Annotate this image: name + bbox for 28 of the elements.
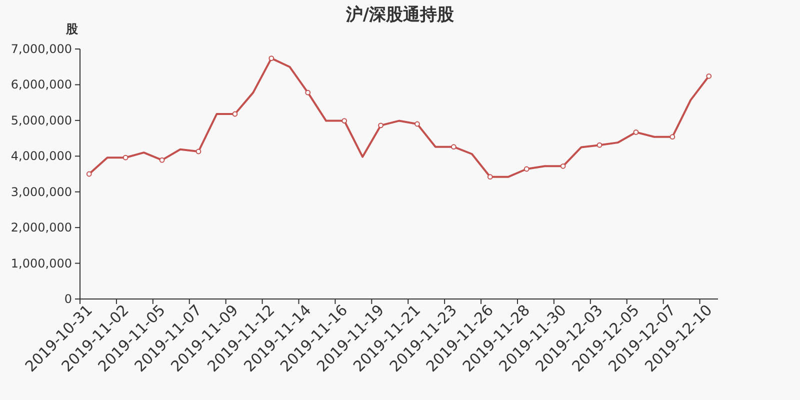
- point: [414, 121, 420, 127]
- point: [305, 90, 311, 96]
- point: [232, 111, 238, 117]
- point: [378, 122, 384, 128]
- y-tick-label: 4,000,000: [10, 149, 72, 164]
- point: [159, 157, 165, 163]
- y-tick-label: 0: [64, 292, 72, 306]
- point: [268, 56, 274, 61]
- point: [450, 144, 456, 150]
- y-tick-label: 5,000,000: [10, 113, 72, 128]
- point: [706, 73, 712, 79]
- point: [86, 171, 92, 177]
- point: [342, 118, 348, 124]
- y-tick-label: 3,000,000: [10, 184, 72, 199]
- point: [596, 142, 602, 148]
- point: [560, 163, 566, 169]
- y-tick-label: 7,000,000: [10, 42, 72, 56]
- point: [487, 174, 493, 180]
- chart-title: 沪/深股通持股: [344, 5, 456, 25]
- y-tick-label: 2,000,000: [10, 220, 72, 235]
- point: [196, 148, 202, 154]
- y-axis-title: 股: [65, 22, 79, 36]
- point: [122, 154, 128, 160]
- y-tick-label: 6,000,000: [10, 78, 72, 92]
- point: [524, 166, 530, 172]
- point: [633, 130, 639, 135]
- point: [670, 134, 676, 140]
- y-tick-label: 1,000,000: [10, 256, 72, 270]
